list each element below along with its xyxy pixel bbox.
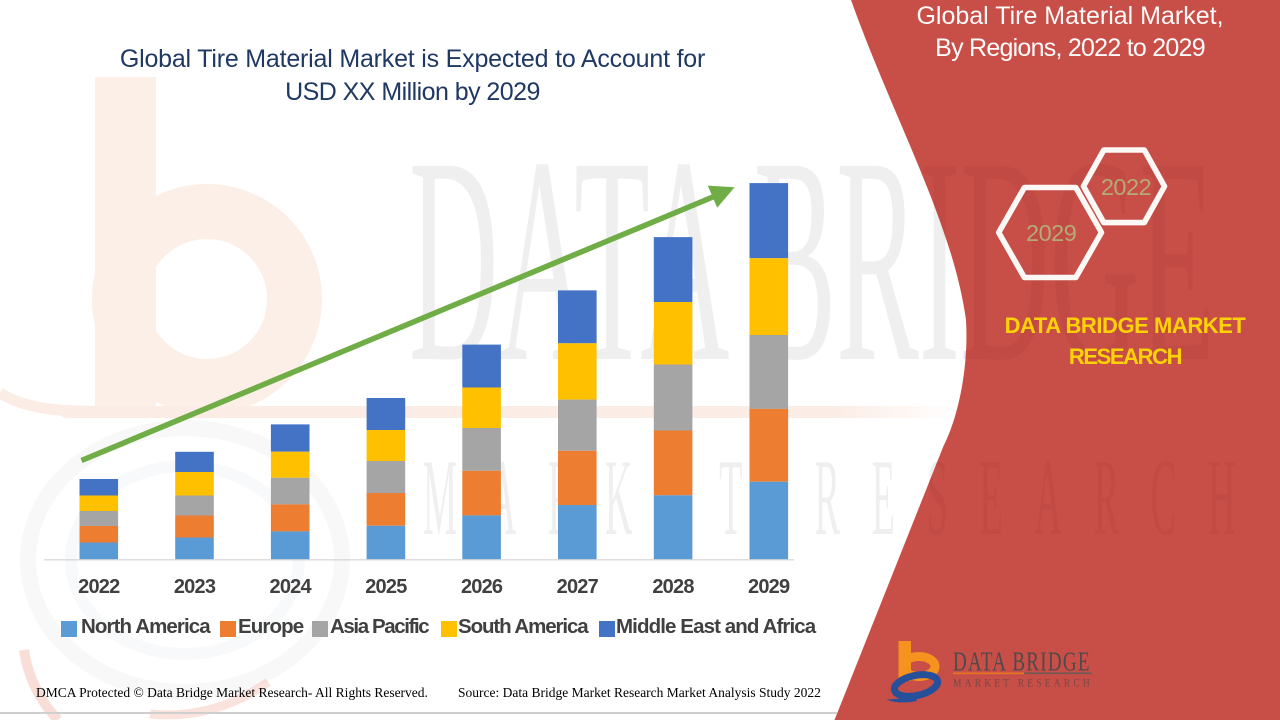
svg-text:DATA BRIDGE: DATA BRIDGE xyxy=(953,647,1091,677)
svg-text:MARKET RESEARCH: MARKET RESEARCH xyxy=(953,676,1093,689)
svg-text:2029: 2029 xyxy=(1026,220,1076,246)
svg-text:2022: 2022 xyxy=(1101,174,1151,200)
